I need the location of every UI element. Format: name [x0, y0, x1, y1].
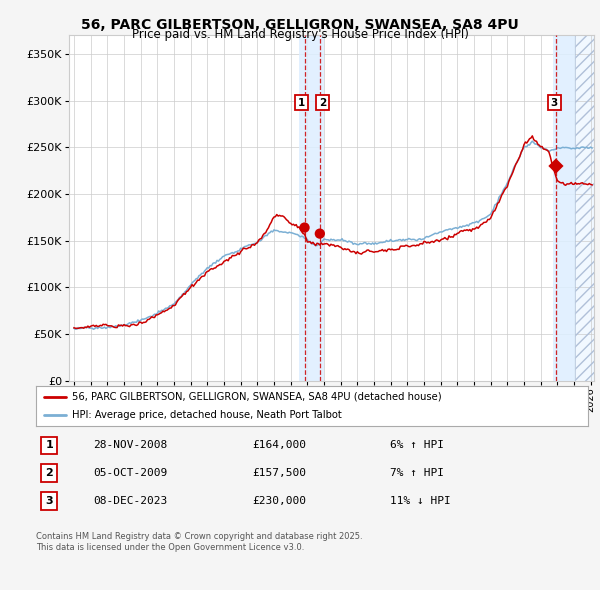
Text: £157,500: £157,500	[252, 468, 306, 478]
Text: 3: 3	[46, 496, 53, 506]
Text: 11% ↓ HPI: 11% ↓ HPI	[390, 496, 451, 506]
Text: £164,000: £164,000	[252, 441, 306, 450]
Bar	[299, 35, 324, 381]
Bar	[575, 35, 594, 381]
Text: 08-DEC-2023: 08-DEC-2023	[93, 496, 167, 506]
Text: £230,000: £230,000	[252, 496, 306, 506]
Point	[315, 229, 325, 238]
Bar	[575, 35, 594, 381]
Text: HPI: Average price, detached house, Neath Port Talbot: HPI: Average price, detached house, Neat…	[72, 410, 341, 420]
Text: 3: 3	[551, 97, 558, 107]
Text: 2: 2	[319, 97, 326, 107]
Point	[300, 223, 310, 232]
Bar	[553, 35, 575, 381]
Text: 6% ↑ HPI: 6% ↑ HPI	[390, 441, 444, 450]
Text: 28-NOV-2008: 28-NOV-2008	[93, 441, 167, 450]
Text: Price paid vs. HM Land Registry's House Price Index (HPI): Price paid vs. HM Land Registry's House …	[131, 28, 469, 41]
Text: 2: 2	[46, 468, 53, 478]
Text: 05-OCT-2009: 05-OCT-2009	[93, 468, 167, 478]
Text: 56, PARC GILBERTSON, GELLIGRON, SWANSEA, SA8 4PU (detached house): 56, PARC GILBERTSON, GELLIGRON, SWANSEA,…	[72, 392, 442, 402]
Text: 7% ↑ HPI: 7% ↑ HPI	[390, 468, 444, 478]
Text: Contains HM Land Registry data © Crown copyright and database right 2025.
This d: Contains HM Land Registry data © Crown c…	[36, 532, 362, 552]
Text: 56, PARC GILBERTSON, GELLIGRON, SWANSEA, SA8 4PU: 56, PARC GILBERTSON, GELLIGRON, SWANSEA,…	[81, 18, 519, 32]
Text: 1: 1	[298, 97, 305, 107]
Text: 1: 1	[46, 441, 53, 450]
Point	[551, 161, 561, 171]
